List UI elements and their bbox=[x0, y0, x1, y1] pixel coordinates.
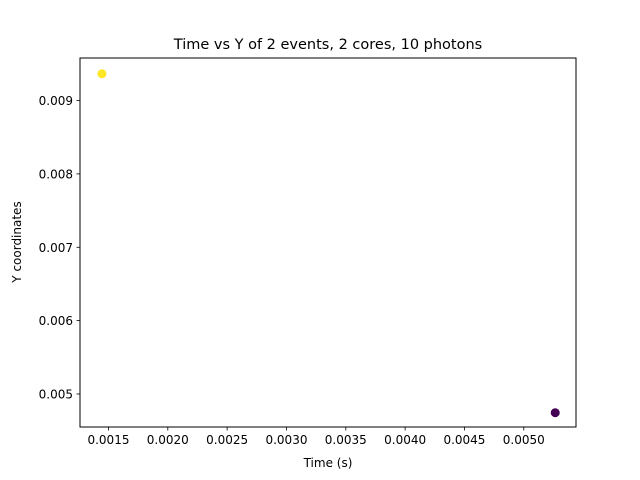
y-tick-label: 0.007 bbox=[39, 241, 73, 255]
x-tick-label: 0.0040 bbox=[384, 433, 426, 447]
x-tick-label: 0.0045 bbox=[443, 433, 485, 447]
data-point bbox=[550, 408, 560, 418]
data-point bbox=[97, 69, 107, 79]
y-tick-label: 0.006 bbox=[39, 314, 73, 328]
chart-title: Time vs Y of 2 events, 2 cores, 10 photo… bbox=[173, 37, 482, 53]
y-axis: 0.005 0.006 0.007 0.008 0.009 bbox=[39, 94, 80, 401]
x-tick-label: 0.0030 bbox=[265, 433, 307, 447]
x-tick-label: 0.0025 bbox=[206, 433, 248, 447]
y-axis-label: Y coordinates bbox=[10, 201, 24, 283]
plot-frame bbox=[79, 57, 577, 428]
x-tick-label: 0.0050 bbox=[503, 433, 545, 447]
x-tick-label: 0.0035 bbox=[325, 433, 367, 447]
x-axis: 0.0015 0.0020 0.0025 0.0030 0.0035 0.0040 0.00… bbox=[87, 427, 545, 447]
y-tick-label: 0.008 bbox=[39, 167, 73, 181]
y-tick-label: 0.009 bbox=[39, 94, 73, 108]
x-tick-label: 0.0020 bbox=[147, 433, 189, 447]
x-tick-label: 0.0015 bbox=[87, 433, 129, 447]
x-axis-label: Time (s) bbox=[303, 456, 353, 470]
y-tick-label: 0.005 bbox=[39, 387, 73, 401]
data-points bbox=[97, 69, 560, 418]
